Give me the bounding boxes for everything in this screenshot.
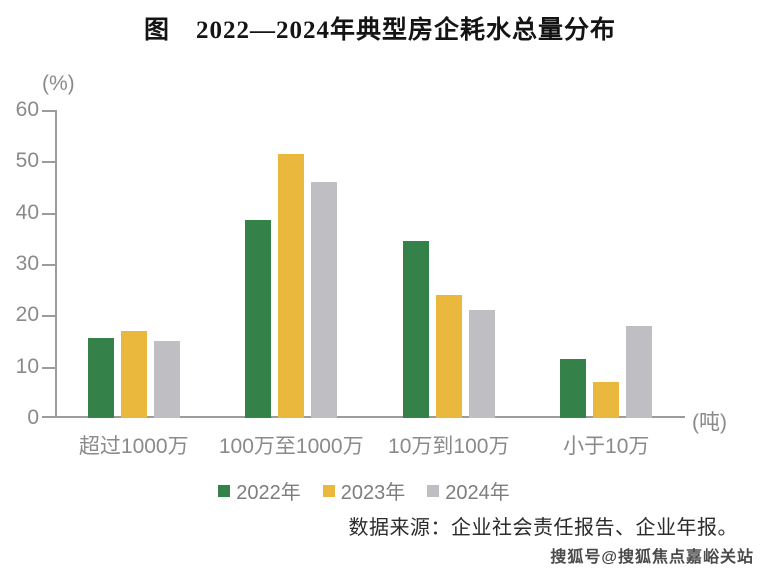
legend-label-2023: 2023年 <box>340 482 406 504</box>
y-tick-label-20: 20 <box>15 303 39 327</box>
bar-2024年-100万至1000万 <box>311 181 338 418</box>
bar-2023年-超过1000万 <box>120 330 147 418</box>
bar-2022年-100万至1000万 <box>245 220 272 418</box>
legend-item-2023: 2023年 <box>322 476 406 505</box>
bar-2024年-超过1000万 <box>153 341 180 418</box>
y-tick-label-40: 40 <box>15 200 39 224</box>
y-tick-label-50: 50 <box>15 149 39 173</box>
legend-swatch-2023 <box>322 484 335 497</box>
legend-swatch-2022 <box>218 484 231 497</box>
y-axis-line <box>55 110 57 418</box>
bar-2024年-小于10万 <box>626 325 653 418</box>
bar-2024年-10万到100万 <box>468 310 495 418</box>
watermark: 搜狐号@搜狐焦点嘉峪关站 <box>550 549 754 566</box>
y-tick-mark-0 <box>42 416 55 418</box>
plot-area: 0 10 20 30 40 50 60 超过1000万 100万至1000万 10万到100万 小于… <box>16 98 685 458</box>
x-category-label-超过1000万: 超过1000万 <box>78 435 189 458</box>
y-tick-label-10: 10 <box>15 354 39 378</box>
x-axis-unit-label: (吨) <box>692 411 727 434</box>
y-tick-mark-10 <box>42 366 55 369</box>
legend-item-2024: 2024年 <box>427 476 510 505</box>
y-tick-mark-40 <box>42 212 55 215</box>
legend: 2022年 2023年 2024年 <box>0 476 744 505</box>
legend-label-2022: 2022年 <box>236 482 301 504</box>
bar-2022年-10万到100万 <box>402 240 429 418</box>
x-category-label-100万至1000万: 100万至1000万 <box>218 435 364 458</box>
x-category-label-10万到100万: 10万到100万 <box>388 435 510 458</box>
y-tick-mark-50 <box>42 161 55 164</box>
y-tick-label-60: 60 <box>15 98 39 121</box>
y-tick-mark-20 <box>42 315 55 318</box>
x-category-label-小于10万: 小于10万 <box>563 435 650 458</box>
source-note: 数据来源：企业社会责任报告、企业年报。 <box>348 517 738 539</box>
bar-2023年-小于10万 <box>593 382 620 418</box>
x-axis-line <box>55 416 685 418</box>
y-tick-mark-30 <box>42 264 55 266</box>
y-tick-label-30: 30 <box>15 252 39 275</box>
y-tick-mark-60 <box>42 110 55 112</box>
y-axis-unit-label: (%) <box>42 72 75 95</box>
chart-title: 图 2022—2024年典型房企耗水总量分布 <box>143 17 616 44</box>
bar-2023年-100万至1000万 <box>278 153 305 418</box>
legend-label-2024: 2024年 <box>445 482 510 504</box>
legend-item-2022: 2022年 <box>218 476 301 505</box>
bar-2022年-小于10万 <box>560 358 587 418</box>
legend-swatch-2024 <box>427 484 440 497</box>
bar-2023年-10万到100万 <box>435 294 462 418</box>
y-tick-label-0: 0 <box>27 406 39 429</box>
bar-2022年-超过1000万 <box>87 338 114 418</box>
